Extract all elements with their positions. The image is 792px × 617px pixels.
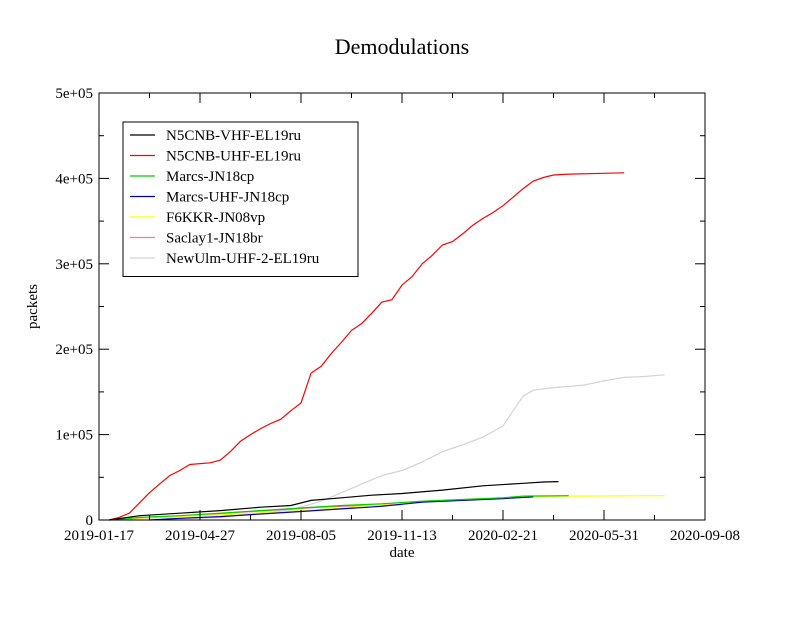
series-line-f6kkr-jn08vp [109, 495, 665, 521]
y-tick-label: 1e+05 [55, 428, 93, 444]
y-tick-label: 2e+05 [55, 342, 93, 358]
x-axis-title: date [390, 545, 415, 561]
series-line-marcs-uhf-jn18cp [149, 496, 534, 521]
legend-item: Marcs-UHF-JN18cp [130, 190, 289, 206]
legend-box [122, 121, 359, 277]
x-tick-label: 2020-09-08 [670, 528, 740, 544]
series-layer [99, 172, 665, 521]
legend-item: NewUlm-UHF-2-EL19ru [130, 251, 320, 267]
legend: N5CNB-VHF-EL19ru N5CNB-UHF-EL19ru Marcs-JN… [122, 121, 359, 277]
legend-item: Marcs-JN18cp [130, 169, 254, 185]
legend-label: Saclay1-JN18br [166, 231, 263, 247]
x-tick-label: 2020-05-31 [569, 528, 639, 544]
axes-layer: 2019-01-17 2019-04-27 2019-08-05 2019-11-13… [55, 86, 740, 544]
y-tick-label: 4e+05 [55, 171, 93, 187]
legend-item: Saclay1-JN18br [130, 231, 263, 247]
legend-label: F6KKR-JN08vp [166, 210, 265, 226]
legend-label: N5CNB-VHF-EL19ru [166, 128, 301, 144]
series-line-newulm-uhf-2-el19ru [99, 374, 665, 521]
legend-label: NewUlm-UHF-2-EL19ru [166, 251, 320, 267]
legend-item: N5CNB-UHF-EL19ru [130, 149, 301, 165]
legend-label: N5CNB-UHF-EL19ru [166, 149, 301, 165]
legend-item: F6KKR-JN08vp [130, 210, 265, 226]
series-line-n5cnb-uhf-el19ru [108, 172, 625, 521]
series-line-marcs-jn18cp [109, 495, 569, 521]
chart-title: Demodulations [335, 34, 469, 59]
y-tick-label: 3e+05 [55, 257, 93, 273]
x-tick-label: 2019-08-05 [266, 528, 336, 544]
x-tick-label: 2019-01-17 [64, 528, 134, 544]
x-tick-label: 2019-11-13 [367, 528, 436, 544]
y-axis-title: packets [25, 284, 41, 329]
series-line-n5cnb-vhf-el19ru [109, 481, 559, 521]
x-tick-label: 2019-04-27 [165, 528, 235, 544]
y-tick-label: 5e+05 [55, 86, 93, 102]
legend-label: Marcs-UHF-JN18cp [166, 190, 289, 206]
x-tick-label: 2020-02-21 [468, 528, 538, 544]
legend-label: Marcs-JN18cp [166, 169, 254, 185]
legend-item: N5CNB-VHF-EL19ru [130, 128, 301, 144]
y-tick-label: 0 [86, 513, 94, 529]
